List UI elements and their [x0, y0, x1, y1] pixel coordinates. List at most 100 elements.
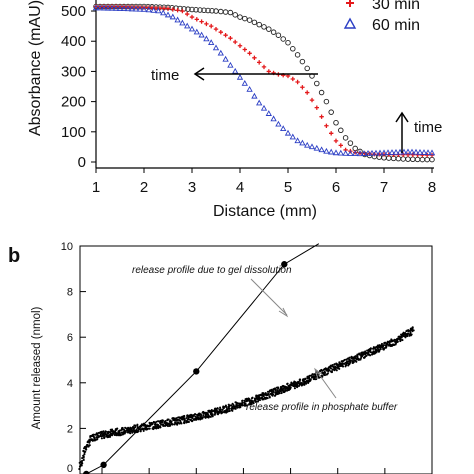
data-point-buffer	[236, 402, 239, 405]
data-point-triangle	[92, 4, 100, 11]
data-point-buffer	[176, 418, 179, 421]
data-point-buffer	[254, 400, 257, 403]
data-point-buffer	[96, 438, 99, 441]
data-point-open-circle	[294, 52, 301, 58]
data-point-buffer	[164, 419, 167, 423]
data-point-buffer	[326, 372, 329, 375]
data-point-open-circle	[237, 14, 243, 20]
data-point-gel	[193, 368, 200, 375]
data-point-buffer	[294, 381, 297, 384]
data-point-buffer	[197, 414, 201, 417]
data-point-triangle	[400, 148, 408, 155]
data-point-buffer	[205, 415, 209, 418]
data-point-buffer	[175, 417, 178, 420]
data-point-buffer	[180, 422, 183, 425]
time-label-left: time	[151, 67, 179, 84]
data-point-buffer	[100, 437, 103, 440]
data-point-buffer	[88, 444, 91, 447]
data-point-triangle	[284, 129, 292, 136]
data-point-buffer	[97, 431, 100, 434]
data-point-buffer	[91, 439, 94, 442]
data-point-buffer	[230, 409, 233, 412]
data-point-open-circle	[299, 58, 306, 65]
data-point-triangle	[217, 49, 224, 56]
data-point-buffer	[282, 387, 286, 390]
data-point-buffer	[232, 403, 235, 407]
data-point-open-circle	[395, 155, 402, 162]
data-point-buffer	[244, 403, 247, 406]
data-point-buffer	[266, 397, 269, 400]
data-point-plus	[175, 8, 180, 13]
data-point-buffer	[345, 364, 348, 367]
data-point-triangle	[184, 22, 191, 29]
data-point-buffer	[274, 388, 277, 391]
top-x-ticks: 1 2 3 4 5 6 7 8	[92, 168, 436, 196]
data-point-buffer	[213, 413, 216, 416]
data-point-buffer	[401, 339, 404, 342]
data-point-triangle	[198, 31, 205, 38]
data-point-plus	[170, 7, 175, 12]
data-point-buffer	[148, 425, 151, 428]
data-point-buffer	[264, 392, 267, 395]
data-point-triangle	[108, 4, 116, 11]
data-point-buffer	[191, 419, 194, 422]
data-point-buffer	[150, 423, 153, 426]
data-point-triangle	[112, 4, 120, 11]
data-point-plus	[161, 6, 167, 11]
data-point-buffer	[263, 396, 266, 399]
data-point-buffer	[219, 408, 222, 411]
time-arrow-up	[395, 111, 409, 153]
data-point-buffer	[304, 378, 307, 381]
data-point-open-circle	[197, 7, 203, 13]
data-point-triangle	[251, 92, 258, 99]
data-point-plus	[223, 32, 228, 38]
data-point-open-circle	[333, 119, 339, 126]
top-x-tick-label: 8	[428, 179, 436, 196]
data-point-triangle	[227, 61, 234, 68]
data-point-buffer	[330, 371, 333, 374]
data-point-buffer	[236, 404, 239, 407]
data-point-buffer	[289, 386, 292, 389]
data-point-buffer	[110, 430, 113, 433]
data-point-buffer	[410, 333, 413, 336]
data-point-buffer	[305, 382, 308, 385]
data-point-triangle	[299, 139, 306, 146]
data-point-buffer	[136, 423, 139, 426]
data-point-plus	[199, 19, 204, 24]
data-point-buffer	[127, 427, 130, 430]
data-point-triangle	[260, 104, 268, 111]
data-point-buffer	[80, 459, 84, 462]
data-point-open-circle	[232, 12, 238, 18]
data-point-open-circle	[429, 156, 435, 163]
data-point-buffer	[343, 358, 346, 361]
data-point-open-circle	[209, 8, 215, 14]
data-point-buffer	[262, 395, 265, 398]
data-point-open-circle	[256, 21, 262, 28]
data-point-triangle	[256, 99, 263, 106]
data-point-buffer	[113, 433, 116, 437]
data-point-buffer	[386, 342, 389, 346]
data-point-open-circle	[275, 32, 282, 38]
data-point-triangle	[193, 28, 200, 35]
top-x-tick-label: 7	[380, 179, 388, 196]
data-point-buffer	[400, 336, 403, 339]
data-point-buffer	[162, 423, 165, 426]
data-point-buffer	[202, 414, 205, 417]
data-point-triangle	[132, 5, 140, 12]
data-point-triangle	[392, 148, 400, 155]
data-point-buffer	[268, 396, 271, 399]
data-point-buffer	[384, 344, 387, 347]
data-point-plus	[333, 138, 339, 144]
data-point-buffer	[272, 390, 275, 394]
data-point-buffer	[321, 374, 324, 377]
data-point-buffer	[348, 356, 351, 359]
data-point-buffer	[224, 404, 227, 407]
data-point-buffer	[313, 373, 316, 376]
data-point-buffer	[409, 331, 412, 334]
data-point-open-circle	[405, 156, 411, 162]
data-point-plus	[300, 85, 305, 90]
top-series	[92, 3, 436, 163]
data-point-buffer	[103, 437, 106, 440]
data-point-triangle	[328, 148, 335, 155]
panel-label-b: b	[8, 245, 20, 267]
